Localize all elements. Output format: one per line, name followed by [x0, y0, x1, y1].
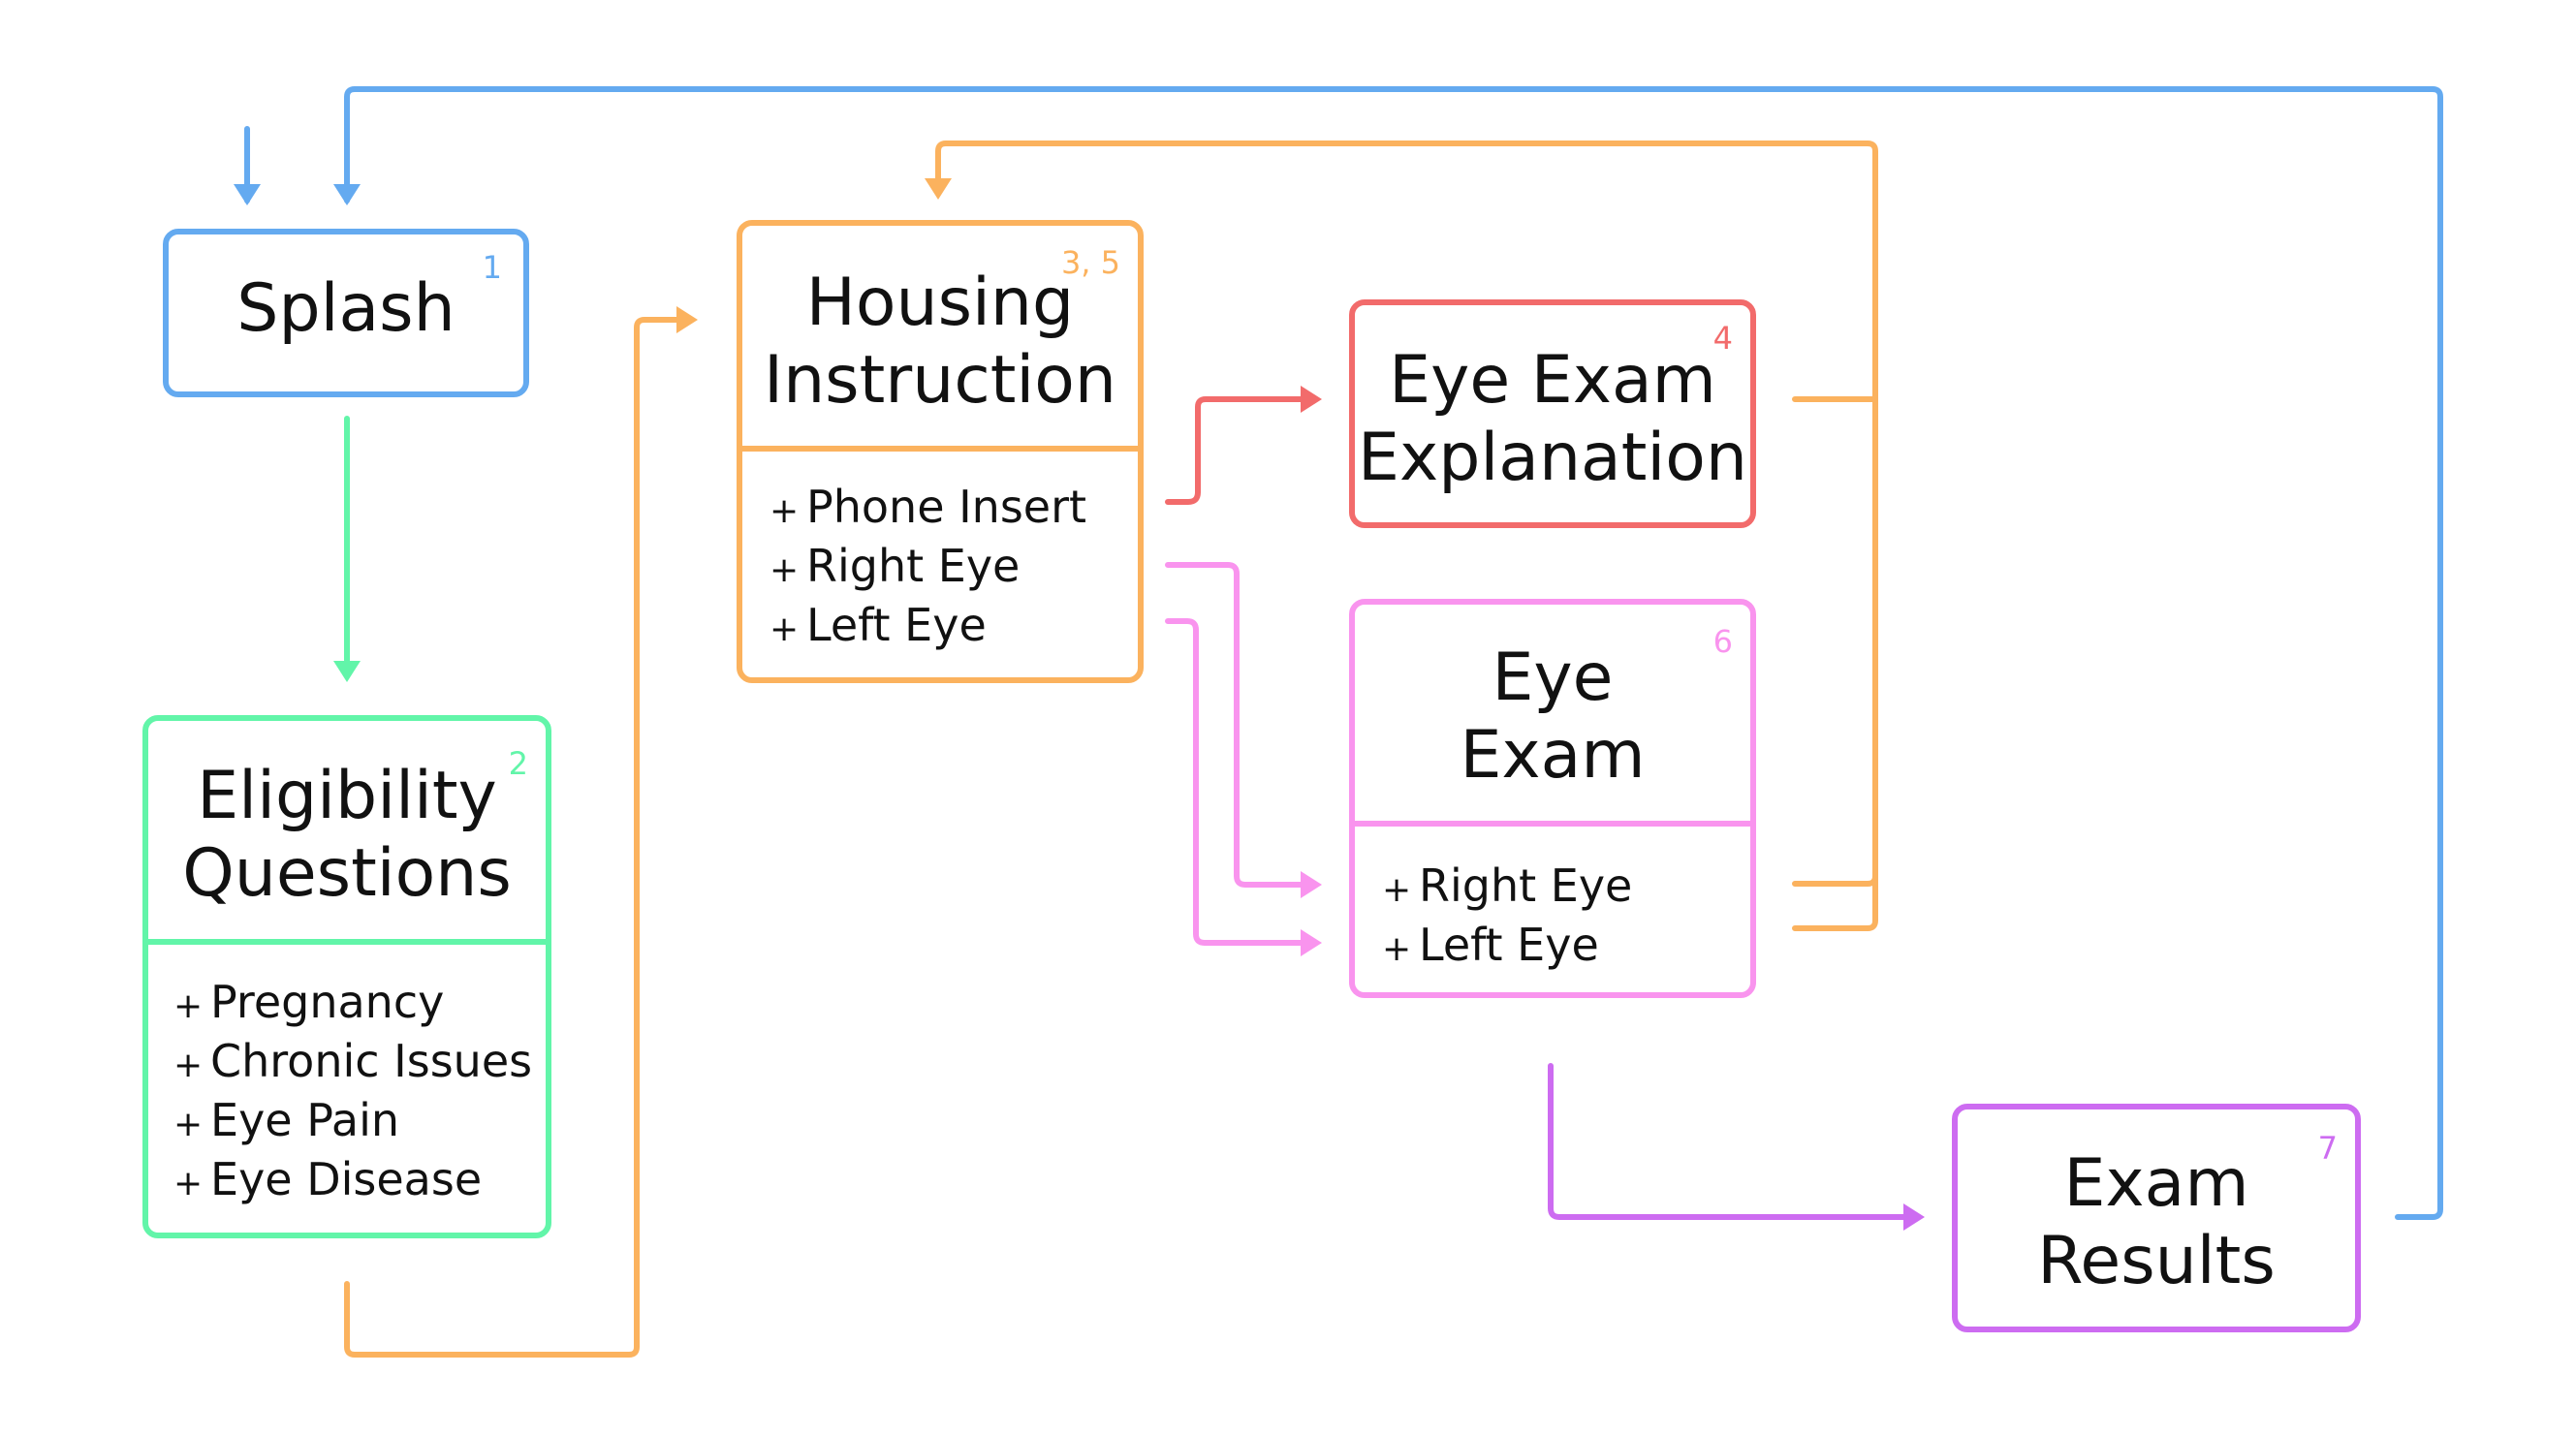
node-items: Phone Insert Right Eye Left Eye — [770, 480, 1086, 657]
node-items: Right Eye Left Eye — [1382, 859, 1632, 977]
node-eye-exam-explanation: Eye Exam Explanation 4 — [1349, 299, 1756, 528]
node-number: 4 — [1712, 320, 1733, 357]
list-item: Left Eye — [1382, 918, 1632, 977]
node-title-line: Exam — [1460, 717, 1646, 794]
housing-to-explanation-connector — [1165, 386, 1322, 505]
list-item: Eye Disease — [173, 1152, 532, 1211]
arrowhead-icon — [1301, 929, 1322, 956]
connector-line — [344, 317, 695, 1358]
connector-line — [1548, 1063, 1922, 1220]
node-title-line: Exam — [2063, 1145, 2249, 1222]
node-number: 1 — [482, 249, 502, 286]
list-item: Chronic Issues — [173, 1034, 532, 1093]
arrowhead-icon — [333, 661, 361, 682]
node-title-line: Eye — [1492, 640, 1614, 716]
node-title-line: Eye Exam — [1389, 342, 1716, 419]
node-divider — [148, 939, 546, 945]
node-divider — [1355, 821, 1750, 827]
node-eye-exam: Eye Exam 6 Right Eye Left Eye — [1349, 599, 1756, 998]
connector-line — [1792, 869, 1878, 931]
list-item: Left Eye — [770, 598, 1086, 657]
connector-line — [1165, 618, 1319, 946]
node-splash: Splash 1 — [163, 229, 529, 397]
arrowhead-icon — [925, 178, 952, 200]
connector-line — [1165, 396, 1319, 505]
node-title-line: Explanation — [1358, 420, 1747, 496]
node-title: Eye Exam Explanation — [1355, 342, 1750, 497]
node-title-line: Instruction — [764, 342, 1116, 419]
eye-exam-to-housing-connector — [1792, 869, 1878, 931]
node-housing-instruction: Housing Instruction 3, 5 Phone Insert Ri… — [737, 220, 1144, 683]
node-title: Eligibility Questions — [148, 758, 546, 913]
node-title-line: Results — [2037, 1223, 2276, 1299]
node-items: Pregnancy Chronic Issues Eye Pain Eye Di… — [173, 975, 532, 1211]
node-number: 6 — [1712, 623, 1733, 660]
node-title: Housing Instruction — [742, 265, 1138, 420]
list-item: Pregnancy — [173, 975, 532, 1034]
entry-arrow — [234, 126, 261, 205]
arrowhead-icon — [1301, 386, 1322, 413]
node-number: 3, 5 — [1060, 244, 1120, 281]
node-number: 7 — [2317, 1130, 2338, 1167]
right-eye-to-eye-exam-connector — [1165, 562, 1322, 898]
arrowhead-icon — [234, 184, 261, 205]
splash-to-eligibility-connector — [333, 416, 361, 682]
node-eligibility-questions: Eligibility Questions 2 Pregnancy Chroni… — [142, 715, 551, 1238]
eye-exam-to-results-connector — [1548, 1063, 1925, 1231]
list-item: Right Eye — [770, 539, 1086, 598]
node-title: Eye Exam — [1355, 640, 1750, 795]
node-divider — [742, 446, 1138, 452]
results-to-splash-connector — [333, 86, 2443, 1220]
list-item: Right Eye — [1382, 859, 1632, 918]
node-title-line: Eligibility — [197, 758, 497, 834]
node-exam-results: Exam Results 7 — [1952, 1104, 2361, 1332]
node-number: 2 — [508, 745, 528, 782]
node-title: Splash — [236, 270, 456, 347]
arrowhead-icon — [1903, 1203, 1925, 1231]
arrowhead-icon — [1301, 871, 1322, 898]
node-title: Exam Results — [1958, 1145, 2355, 1300]
node-title-line: Questions — [182, 835, 512, 912]
connector-line — [1165, 562, 1319, 888]
left-eye-to-eye-exam-connector — [1165, 618, 1322, 956]
connector-line — [344, 86, 2443, 1220]
arrowhead-icon — [676, 306, 698, 333]
node-title-line: Housing — [805, 265, 1075, 341]
list-item: Phone Insert — [770, 480, 1086, 539]
list-item: Eye Pain — [173, 1093, 532, 1152]
eligibility-to-housing-connector — [344, 306, 698, 1358]
arrowhead-icon — [333, 184, 361, 205]
